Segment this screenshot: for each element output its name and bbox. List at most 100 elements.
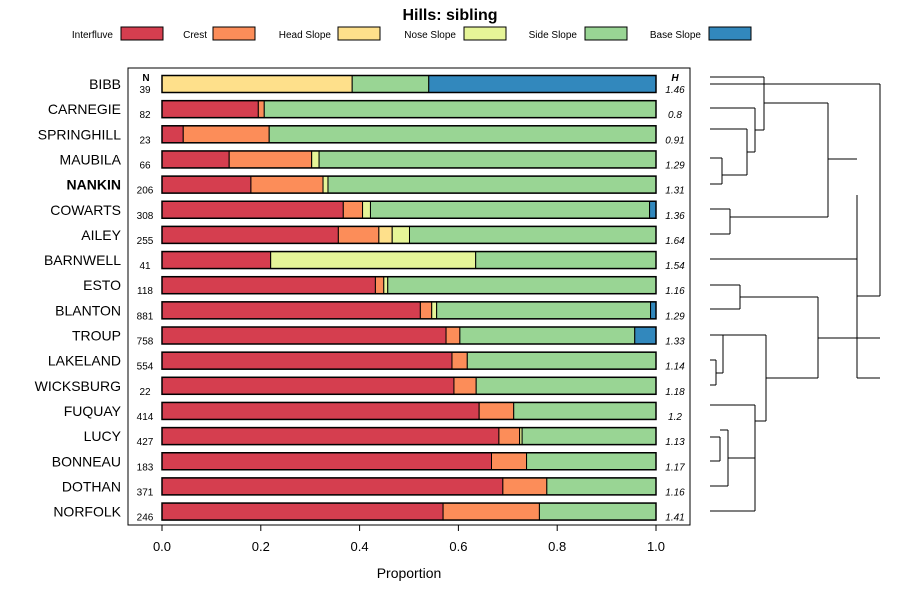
n-label-blanton: 881: [137, 311, 154, 322]
bar-outline-springhill: [161, 125, 657, 144]
n-labels: 39 82 23 66 206 308 255 41 118 881 758 554 22 414 427 1…: [137, 85, 154, 524]
legend-swatch-side-slope: [584, 26, 628, 41]
row-label-bibb: BIBB: [89, 76, 121, 92]
bar-segment-blanton-interfluve: [161, 301, 421, 320]
legend-label-nose-slope: Nose Slope: [404, 30, 456, 41]
row-label-barnwell: BARNWELL: [44, 252, 121, 268]
bar-segment-troup-crest: [445, 326, 461, 345]
x-tick-label-3: 0.6: [449, 539, 467, 554]
h-label-lucy: 1.13: [665, 437, 685, 448]
bar-segment-nankin-nose-slope: [322, 175, 329, 194]
bar-row-fuquay: [161, 401, 657, 421]
bar-segment-springhill-interfluve: [161, 125, 184, 144]
bar-segment-fuquay-crest: [478, 401, 515, 420]
legend-label-side-slope: Side Slope: [529, 30, 578, 41]
bar-segment-lucy-crest: [498, 427, 521, 446]
bar-outline-esto: [161, 275, 657, 295]
h-label-maubila: 1.29: [665, 160, 685, 171]
legend: Interfluve Crest Head Slope Nose Slope Side …: [72, 26, 752, 41]
bar-segment-carnegie-crest: [257, 100, 265, 119]
n-label-wicksburg: 22: [139, 387, 151, 398]
row-label-lucy: LUCY: [84, 428, 122, 444]
legend-label-interfluve: Interfluve: [72, 30, 114, 41]
bar-segment-ailey-nose-slope: [391, 225, 410, 244]
bar-segment-dothan-interfluve: [161, 477, 504, 496]
n-label-springhill: 23: [139, 135, 151, 146]
bar-segment-esto-nose-slope: [383, 276, 389, 295]
bar-segment-bonneau-interfluve: [161, 452, 492, 471]
n-label-bibb: 39: [139, 85, 151, 96]
bar-segment-nankin-side-slope: [327, 175, 657, 194]
bar-outline-barnwell: [161, 250, 657, 270]
row-label-carnegie: CARNEGIE: [48, 101, 121, 117]
bar-segment-lakeland-side-slope: [466, 351, 657, 370]
bar-segment-cowarts-interfluve: [161, 200, 344, 219]
n-label-ailey: 255: [137, 236, 154, 247]
row-label-troup: TROUP: [72, 328, 121, 344]
x-tick-label-5: 1.0: [647, 539, 665, 554]
n-label-maubila: 66: [139, 160, 151, 171]
bar-segment-maubila-side-slope: [318, 150, 657, 169]
bar-segment-cowarts-nose-slope: [362, 200, 371, 219]
n-label-lucy: 427: [137, 437, 154, 448]
row-label-norfolk: NORFOLK: [53, 504, 121, 520]
bar-row-norfolk: [161, 502, 657, 521]
bar-row-lucy: [161, 426, 657, 446]
h-label-dothan: 1.16: [665, 487, 685, 498]
row-labels: BIBB CARNEGIE SPRINGHILL MAUBILA NANKIN COWAR…: [35, 76, 122, 520]
bar-segment-barnwell-side-slope: [475, 251, 657, 270]
h-labels: 1.46 0.8 0.91 1.29 1.31 1.36 1.64 1.54 1.16 1.29 1…: [665, 85, 685, 524]
bar-segment-wicksburg-side-slope: [475, 376, 657, 395]
bar-segment-cowarts-base-slope: [649, 200, 657, 219]
h-label-carnegie: 0.8: [668, 110, 682, 121]
h-label-nankin: 1.31: [665, 186, 684, 197]
bar-segment-blanton-nose-slope: [431, 301, 438, 320]
legend-swatch-nose-slope: [463, 26, 507, 41]
bar-outline-bonneau: [161, 452, 657, 471]
bar-segment-troup-interfluve: [161, 326, 447, 345]
bar-row-esto: [161, 275, 657, 295]
h-label-esto: 1.16: [665, 286, 685, 297]
bar-segment-springhill-crest: [182, 125, 270, 144]
bar-outline-ailey: [161, 225, 657, 245]
bar-row-dothan: [161, 477, 657, 496]
bar-row-wicksburg: [161, 376, 657, 396]
n-label-cowarts: 308: [137, 211, 154, 222]
bar-segment-ailey-crest: [337, 225, 380, 244]
row-label-lakeland: LAKELAND: [48, 353, 121, 369]
bar-segment-lakeland-crest: [451, 351, 468, 370]
bar-outline-lucy: [161, 426, 657, 446]
bar-segment-bibb-side-slope: [351, 75, 430, 93]
bar-outline-norfolk: [161, 502, 657, 521]
row-label-nankin: NANKIN: [67, 177, 121, 193]
legend-label-crest: Crest: [183, 30, 207, 41]
n-label-esto: 118: [137, 286, 153, 297]
n-label-norfolk: 246: [137, 513, 154, 524]
x-axis: 0.0 0.2 0.4 0.6 0.8 1.0: [153, 525, 665, 554]
bar-outline-carnegie: [161, 99, 657, 119]
bar-segment-blanton-crest: [419, 301, 433, 320]
legend-swatch-base-slope: [708, 26, 752, 41]
bar-segment-lucy-side-slope: [521, 427, 657, 446]
bar-segment-springhill-side-slope: [268, 125, 657, 144]
row-label-cowarts: COWARTS: [50, 202, 121, 218]
row-label-esto: ESTO: [83, 277, 121, 293]
h-label-bibb: 1.46: [665, 85, 685, 96]
plot-frame: [127, 67, 691, 526]
bar-row-carnegie: [161, 99, 657, 119]
bar-segment-nankin-interfluve: [161, 175, 252, 194]
n-label-troup: 758: [137, 337, 154, 348]
bar-outline-troup: [161, 326, 657, 345]
bar-row-troup: [161, 326, 657, 345]
row-label-dothan: DOTHAN: [62, 478, 121, 494]
bar-segment-maubila-interfluve: [161, 150, 230, 169]
bar-segment-nankin-crest: [250, 175, 324, 194]
legend-label-head-slope: Head Slope: [279, 30, 332, 41]
row-label-blanton: BLANTON: [55, 302, 121, 318]
bar-segment-barnwell-interfluve: [161, 251, 272, 270]
bar-row-bibb: [161, 74, 657, 94]
bar-segment-esto-interfluve: [161, 276, 376, 295]
legend-label-base-slope: Base Slope: [650, 30, 702, 41]
x-tick-label-1: 0.2: [252, 539, 270, 554]
